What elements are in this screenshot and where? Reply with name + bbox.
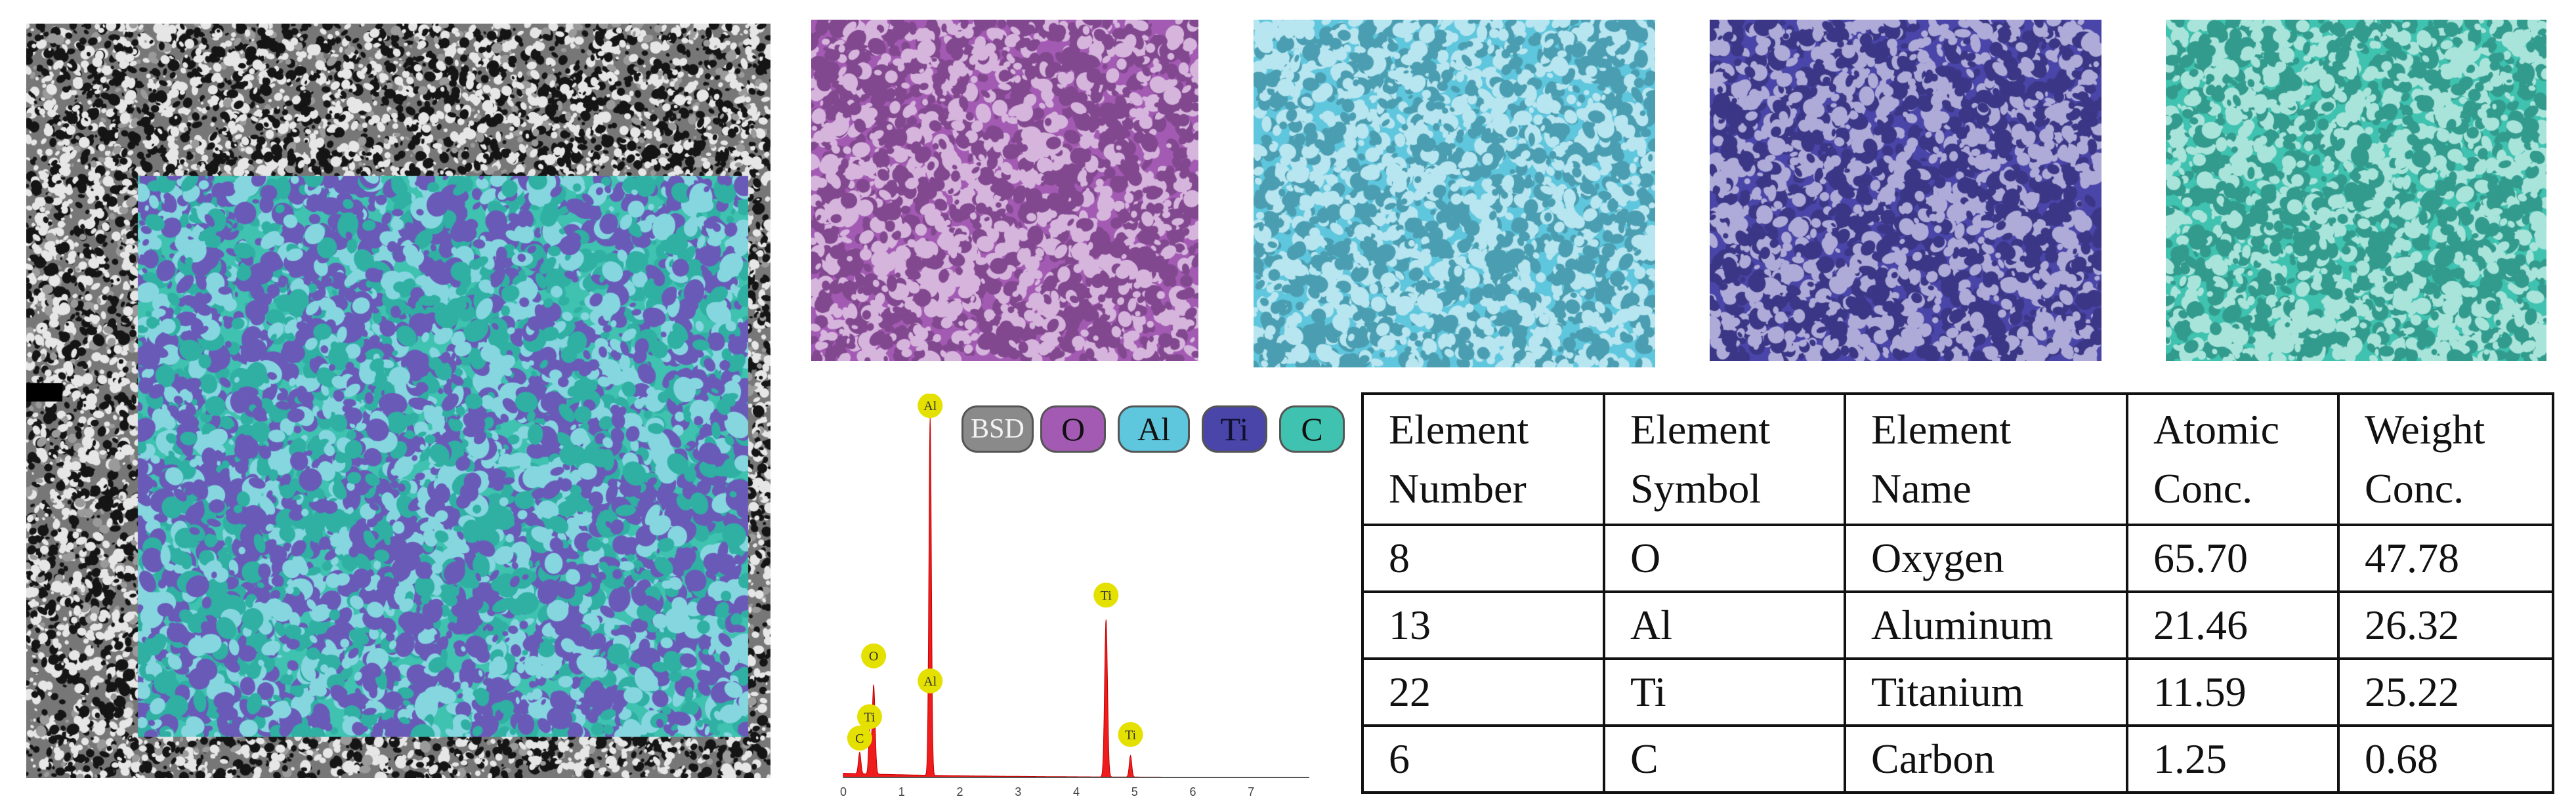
cell-weight-conc: 26.32 — [2337, 590, 2554, 660]
table-row: 8 O Oxygen 65.70 47.78 — [1361, 524, 2554, 593]
aluminum-map-canvas — [1254, 20, 1655, 367]
oxygen-map — [811, 20, 1198, 361]
spectrum-tick-labels: 0 1 2 3 4 5 6 7 — [840, 785, 1254, 798]
x-tick-label: 3 — [1015, 785, 1021, 798]
peak-marker — [861, 643, 887, 669]
cell-atomic-conc: 1.25 — [2126, 724, 2340, 794]
table-header-row: Element Number Element Symbol Element Name … — [1361, 392, 2554, 526]
peak-label-text: Ti — [1125, 728, 1137, 743]
legend-chip-titanium: Ti — [1202, 405, 1267, 453]
spectrum-area — [843, 417, 1298, 778]
bsd-overlay-canvas — [26, 24, 771, 778]
header-element-number: Element Number — [1361, 392, 1605, 526]
cell-symbol: O — [1603, 524, 1846, 593]
peak-marker — [847, 726, 872, 751]
table-row: 13 Al Aluminum 21.46 26.32 — [1361, 590, 2554, 660]
cell-number: 22 — [1361, 657, 1605, 727]
cell-symbol: Al — [1603, 590, 1846, 660]
peak-label-text: Ti — [864, 710, 876, 724]
peak-label: Al — [918, 668, 943, 693]
bsd-overlay-image — [26, 24, 771, 778]
cell-weight-conc: 25.22 — [2337, 657, 2554, 727]
peak-label-text: O — [869, 650, 878, 664]
x-tick-label: 6 — [1189, 785, 1196, 798]
titanium-map-canvas — [1710, 20, 2101, 361]
carbon-map-canvas — [2166, 20, 2546, 361]
peak-label-text: Al — [923, 399, 937, 413]
composition-table: Element Number Element Symbol Element Name … — [1361, 392, 2554, 794]
cell-name: Titanium — [1844, 657, 2128, 727]
peak-label-text: Al — [923, 674, 937, 689]
legend-chip-carbon: C — [1279, 405, 1345, 453]
table-row: 6 C Carbon 1.25 0.68 — [1361, 724, 2554, 794]
legend-chip-aluminum: Al — [1118, 405, 1190, 453]
carbon-map — [2166, 20, 2546, 361]
cell-symbol: C — [1603, 724, 1846, 794]
header-element-name: Element Name — [1844, 392, 2128, 526]
legend-chip-bsd: BSD — [961, 405, 1034, 453]
peak-marker — [918, 394, 943, 419]
peak-marker — [1118, 722, 1143, 747]
cell-atomic-conc: 65.70 — [2126, 524, 2340, 593]
peak-label: Ti — [856, 704, 882, 730]
titanium-map — [1710, 20, 2101, 361]
peak-marker — [856, 704, 882, 730]
cell-weight-conc: 0.68 — [2337, 724, 2554, 794]
x-tick-label: 7 — [1248, 785, 1254, 798]
cell-number: 13 — [1361, 590, 1605, 660]
x-tick-label: 4 — [1073, 785, 1080, 798]
x-tick-label: 5 — [1131, 785, 1138, 798]
peak-label: C — [847, 726, 872, 751]
x-tick-label: 1 — [898, 785, 905, 798]
peak-label: Ti — [1093, 583, 1119, 608]
cell-symbol: Ti — [1603, 657, 1846, 727]
table-row: 22 Ti Titanium 11.59 25.22 — [1361, 657, 2554, 727]
cell-name: Aluminum — [1844, 590, 2128, 660]
peak-label: O — [861, 643, 887, 669]
cell-number: 8 — [1361, 524, 1605, 593]
peak-label-text: C — [855, 732, 864, 746]
oxygen-map-canvas — [811, 20, 1198, 361]
aluminum-map — [1254, 20, 1655, 367]
x-tick-label: 0 — [840, 785, 847, 798]
cell-number: 6 — [1361, 724, 1605, 794]
peak-label: Al — [918, 394, 943, 419]
legend-chip-oxygen: O — [1040, 405, 1106, 453]
cell-atomic-conc: 21.46 — [2126, 590, 2340, 660]
map-legend: BSD O Al Ti C — [961, 405, 1345, 455]
cell-name: Oxygen — [1844, 524, 2128, 593]
x-tick-label: 2 — [956, 785, 963, 798]
cell-weight-conc: 47.78 — [2337, 524, 2554, 593]
peak-label-text: Ti — [1101, 588, 1112, 603]
cell-atomic-conc: 11.59 — [2126, 657, 2340, 727]
header-atomic-conc: Atomic Conc. — [2126, 392, 2340, 526]
peak-marker — [918, 668, 943, 693]
header-weight-conc: Weight Conc. — [2337, 392, 2554, 526]
peak-marker — [1093, 583, 1119, 608]
cell-name: Carbon — [1844, 724, 2128, 794]
peak-label: Ti — [1118, 722, 1143, 747]
spectrum-curve — [843, 417, 1298, 778]
header-element-symbol: Element Symbol — [1603, 392, 1846, 526]
